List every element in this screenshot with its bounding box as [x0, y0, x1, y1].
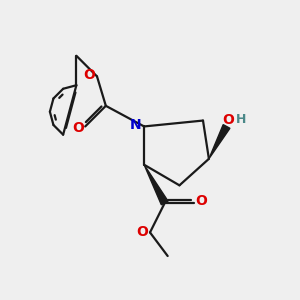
- Text: H: H: [236, 113, 246, 127]
- Polygon shape: [144, 165, 168, 205]
- Polygon shape: [209, 124, 230, 159]
- Text: O: O: [83, 68, 95, 82]
- Text: O: O: [72, 121, 84, 135]
- Text: N: N: [130, 118, 142, 132]
- Text: O: O: [196, 194, 208, 208]
- Text: O: O: [223, 113, 235, 127]
- Text: O: O: [136, 225, 148, 239]
